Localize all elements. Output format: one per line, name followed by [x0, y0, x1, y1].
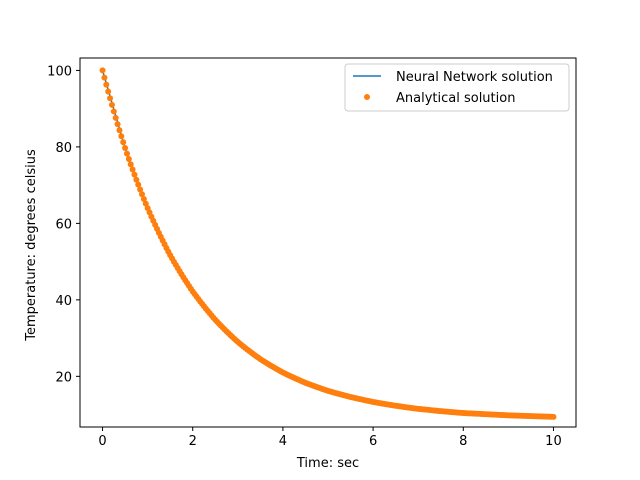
x-tick-label: 6: [369, 434, 377, 449]
data-point-interp: [114, 121, 121, 128]
data-point: [550, 413, 557, 420]
data-point: [99, 67, 106, 74]
data-point-interp: [101, 74, 108, 81]
data-point-interp: [110, 108, 117, 115]
data-point-interp: [142, 200, 149, 207]
data-point-interp: [116, 127, 123, 134]
x-tick-label: 0: [98, 434, 106, 449]
data-point-interp: [118, 133, 125, 140]
axes: 0 2 4 6 8 10 20 40 60 80 100: [47, 57, 577, 449]
y-tick-label: 80: [55, 141, 72, 156]
data-point-interp: [137, 186, 144, 193]
y-tick-label: 60: [55, 217, 72, 232]
data-point-interp: [135, 181, 142, 188]
x-tick-label: 8: [459, 434, 467, 449]
legend-swatch-analytical: [364, 94, 370, 100]
data-point-interp: [123, 150, 130, 157]
axes-frame: [79, 57, 577, 428]
y-tick-label: 100: [47, 64, 72, 79]
y-tick-label: 40: [55, 294, 72, 309]
legend-box: [344, 63, 570, 112]
data-point-interp: [108, 101, 115, 108]
legend-label-analytical: Analytical solution: [396, 91, 515, 106]
legend-label-neural-network: Neural Network solution: [396, 70, 553, 85]
data-point-interp: [103, 81, 110, 88]
data-point-interp: [131, 171, 138, 178]
data-point: [122, 145, 129, 152]
data-point-interp: [107, 95, 114, 102]
data-point-interp: [127, 161, 134, 168]
data-point-interp: [120, 139, 127, 146]
legend: Neural Network solution Analytical solut…: [344, 63, 570, 112]
y-axis-label: Temperature: degrees celsius: [24, 149, 39, 342]
y-tick-label: 20: [55, 370, 72, 385]
series-scatter-analytical-solution: [99, 67, 557, 420]
data-point-interp: [112, 114, 119, 121]
x-tick-label: 4: [279, 434, 287, 449]
plot-area: [99, 67, 557, 420]
data-point-interp: [125, 155, 132, 162]
data-point-interp: [129, 166, 136, 173]
x-axis-label: Time: sec: [296, 456, 359, 471]
data-point-interp: [105, 88, 112, 95]
x-tick-label: 2: [189, 434, 197, 449]
data-point-interp: [140, 195, 147, 202]
data-point-interp: [133, 176, 140, 183]
data-point-interp: [139, 191, 145, 198]
x-tick-label: 10: [545, 434, 562, 449]
